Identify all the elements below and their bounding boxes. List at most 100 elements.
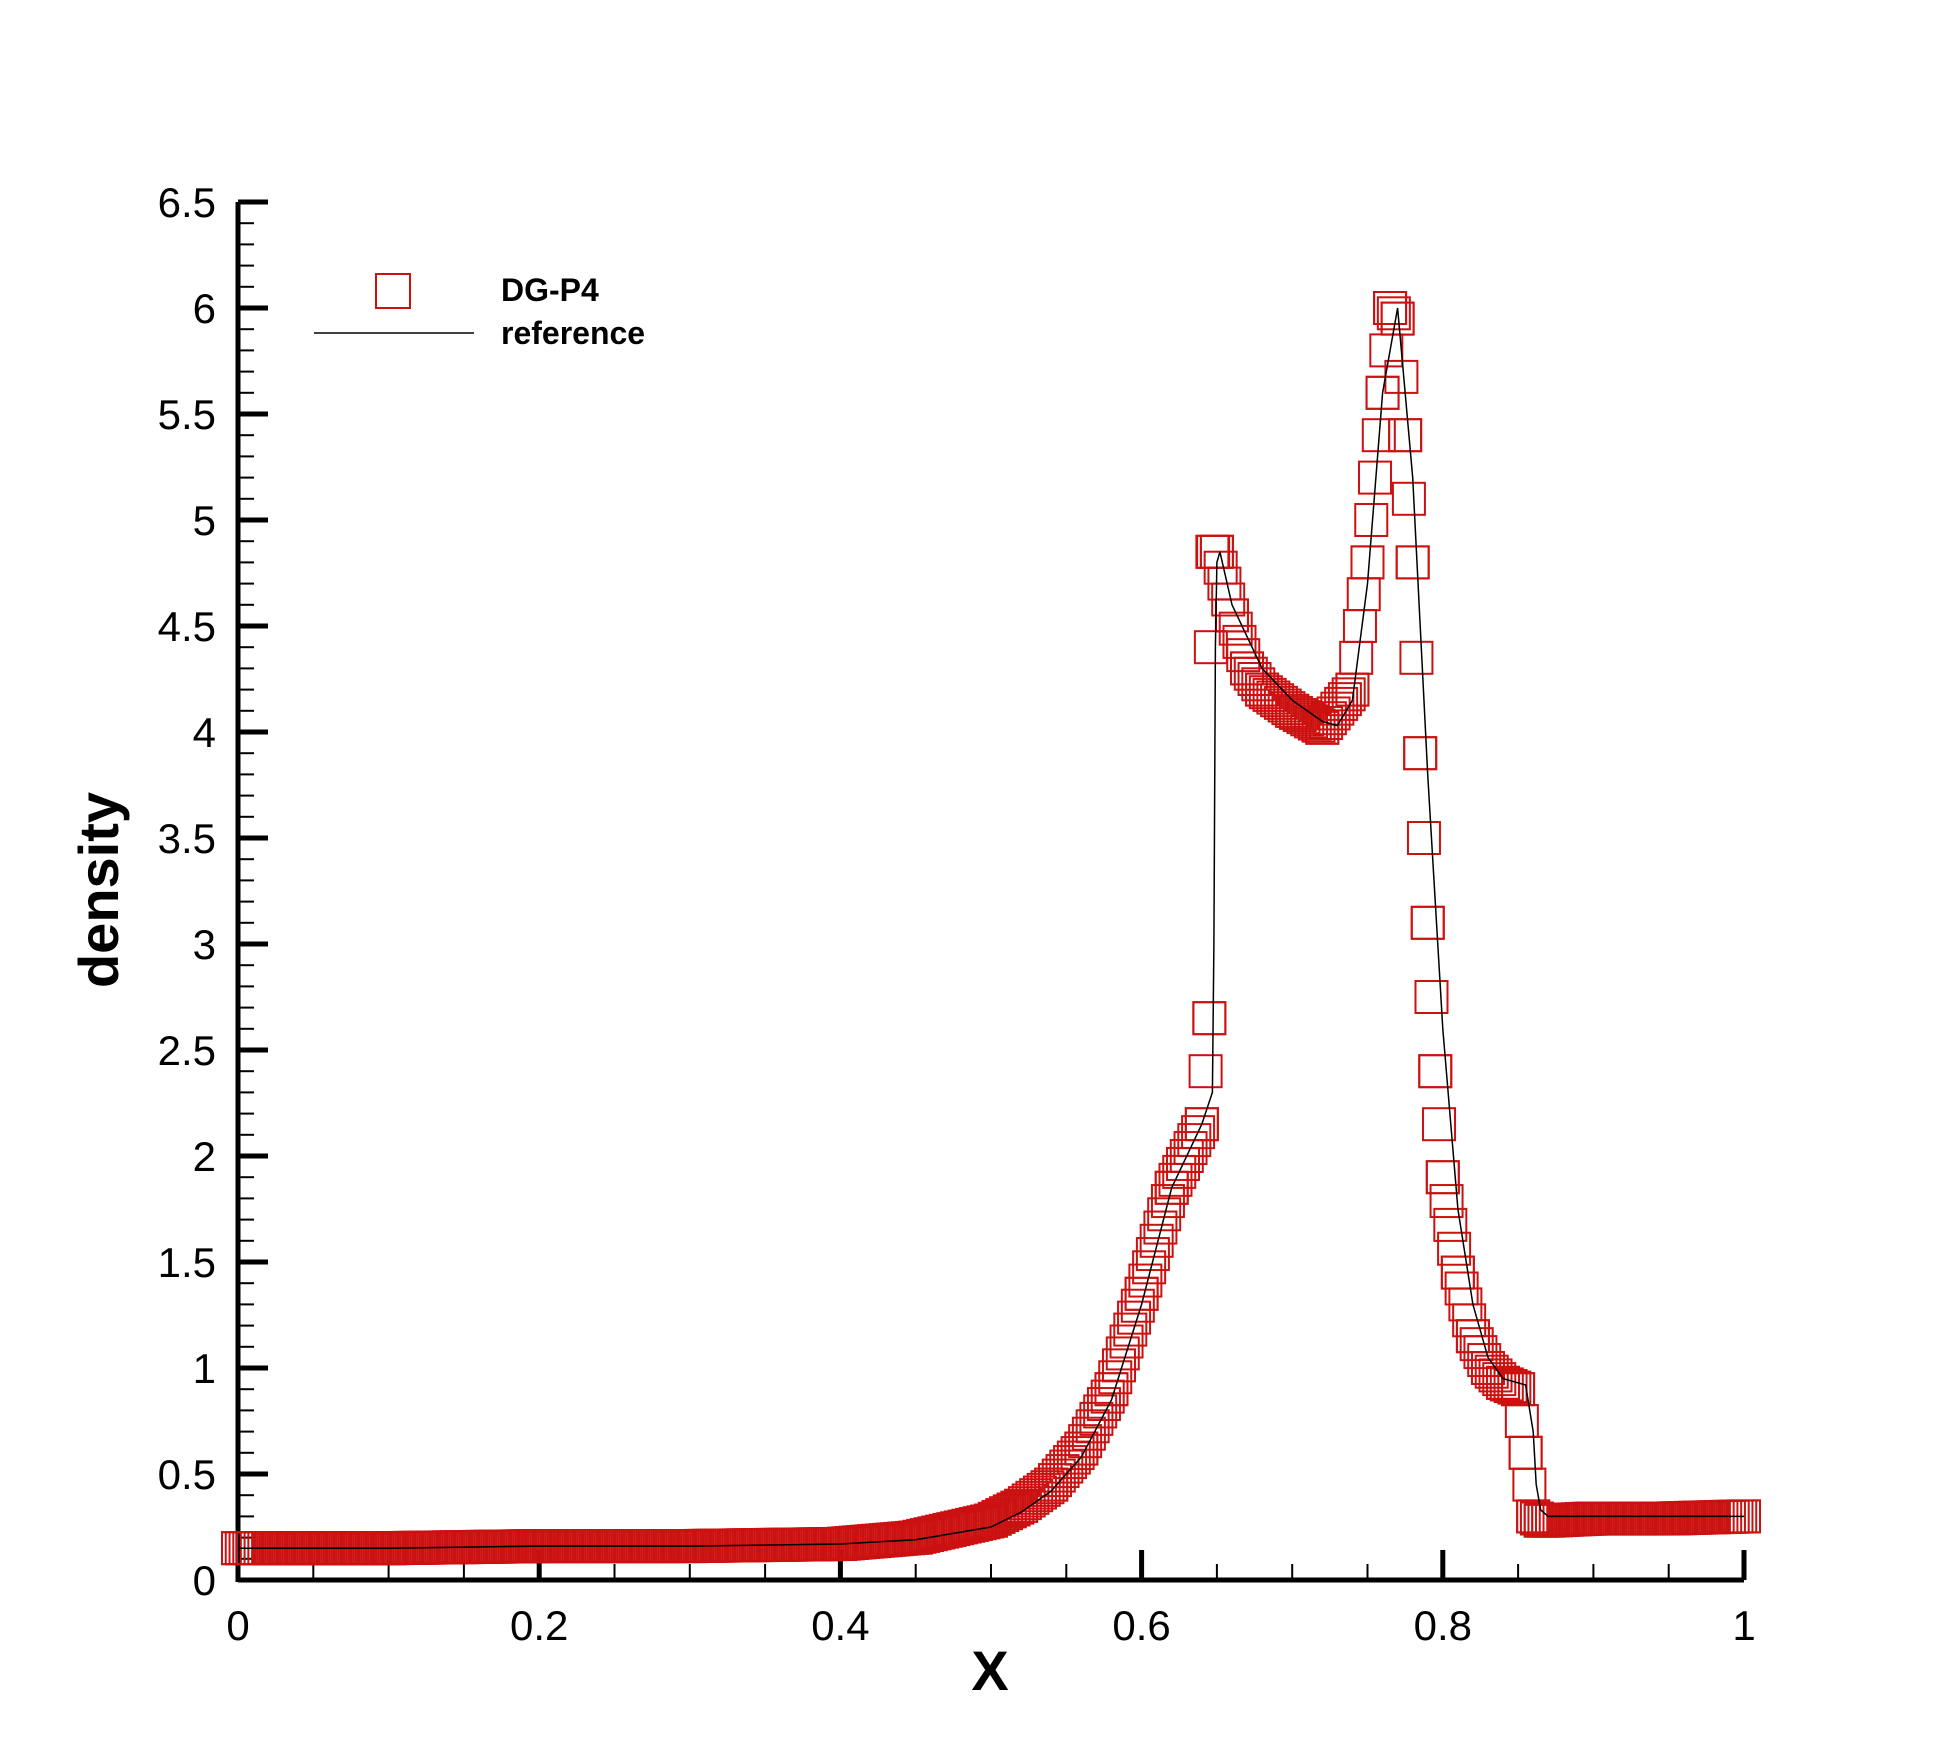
dg-p4-marker	[1034, 1467, 1069, 1502]
y-tick-label: 5	[193, 497, 216, 544]
dg-p4-marker	[1143, 1210, 1178, 1245]
dg-p4-marker	[1410, 905, 1445, 940]
dg-p4-marker	[1576, 1501, 1611, 1536]
dg-p4-markers	[221, 291, 1761, 1566]
dg-p4-marker	[1132, 1250, 1167, 1285]
y-tick-label: 4.5	[158, 603, 216, 650]
reference-line-group	[238, 307, 1744, 1549]
dg-p4-marker	[1433, 1207, 1468, 1242]
y-tick-label: 2	[193, 1133, 216, 1180]
dg-p4-marker	[1188, 1054, 1223, 1089]
dg-p4-marker	[1117, 1300, 1152, 1335]
dg-p4-marker	[1139, 1223, 1174, 1258]
dg-p4-marker	[1335, 672, 1370, 707]
y-tick-label: 0.5	[158, 1451, 216, 1498]
y-tick-label: 3.5	[158, 815, 216, 862]
dg-p4-marker	[1192, 1001, 1227, 1036]
y-axis-title: density	[67, 792, 130, 988]
dg-p4-marker	[1098, 1360, 1133, 1395]
dg-p4-marker	[1391, 481, 1426, 516]
y-tick-label: 6	[193, 285, 216, 332]
dg-p4-marker	[1193, 630, 1228, 665]
dg-p4-marker	[1531, 1503, 1566, 1538]
reference-line	[238, 307, 1744, 1549]
dg-p4-marker	[1245, 672, 1280, 707]
dg-p4-marker	[1181, 1115, 1216, 1150]
x-tick-label: 0.2	[510, 1602, 568, 1649]
dg-p4-marker	[1365, 375, 1400, 410]
dg-p4-marker	[1346, 577, 1381, 612]
x-tick-label: 0	[226, 1602, 249, 1649]
dg-p4-marker	[1094, 1372, 1129, 1407]
dg-p4-marker	[1350, 545, 1385, 580]
x-tick-label: 0.8	[1414, 1602, 1472, 1649]
dg-p4-marker	[1414, 980, 1449, 1014]
legend-label-dg-p4: DG-P4	[501, 272, 599, 308]
dg-p4-marker	[1425, 1160, 1460, 1195]
dg-p4-marker	[1113, 1312, 1148, 1347]
dg-p4-marker	[1395, 545, 1430, 580]
dg-p4-marker	[1373, 291, 1408, 325]
dg-p4-marker	[1086, 1387, 1121, 1422]
dg-p4-marker	[1124, 1276, 1159, 1311]
x-tick-label: 1	[1732, 1602, 1755, 1649]
dg-p4-marker	[1150, 1184, 1185, 1219]
legend: DG-P4 reference	[314, 272, 645, 351]
dg-p4-marker	[1105, 1336, 1140, 1371]
y-tick-label: 1.5	[158, 1239, 216, 1286]
dg-p4-marker	[1440, 1255, 1475, 1290]
y-tick-label: 2.5	[158, 1027, 216, 1074]
dg-p4-marker	[1102, 1348, 1137, 1383]
legend-label-reference: reference	[501, 315, 645, 351]
dg-p4-marker	[1154, 1170, 1189, 1205]
dg-p4-marker	[1422, 1107, 1457, 1142]
dg-p4-marker	[1147, 1197, 1182, 1232]
y-tick-label: 4	[193, 709, 216, 756]
dg-p4-marker	[1497, 1370, 1532, 1405]
dg-p4-marker	[1184, 1107, 1219, 1142]
dg-p4-marker	[1350, 545, 1385, 580]
dg-p4-marker	[1437, 1231, 1472, 1266]
dg-p4-marker	[1651, 1501, 1686, 1536]
dg-p4-marker	[1418, 1054, 1453, 1089]
dg-p4-marker	[1512, 1467, 1547, 1502]
x-tick-label: 0.6	[1112, 1602, 1170, 1649]
dg-p4-marker	[1429, 1184, 1464, 1219]
dg-p4-marker	[1380, 301, 1415, 336]
dg-p4-marker	[1403, 736, 1438, 771]
dg-p4-marker	[1508, 1435, 1543, 1470]
dg-p4-marker	[1406, 821, 1441, 855]
x-tick-label: 0.4	[811, 1602, 869, 1649]
y-tick-label: 1	[193, 1345, 216, 1392]
x-axis-title: X	[971, 1639, 1008, 1702]
x-ticks: 0 0.2 0.4 0.6 0.8 1	[226, 1550, 1756, 1649]
y-tick-label: 5.5	[158, 391, 216, 438]
dg-p4-marker	[1395, 545, 1430, 580]
dg-p4-marker	[1331, 677, 1366, 712]
dg-p4-marker	[1493, 1369, 1528, 1404]
dg-p4-marker	[1305, 710, 1340, 745]
dg-p4-marker	[1399, 640, 1434, 675]
dg-p4-marker	[1403, 736, 1438, 771]
dg-p4-marker	[1120, 1288, 1155, 1323]
dg-p4-marker	[1327, 682, 1362, 717]
dg-p4-marker	[1192, 1001, 1227, 1036]
legend-marker-dg-p4	[375, 273, 411, 309]
y-tick-label: 6.5	[158, 179, 216, 226]
y-tick-label: 0	[193, 1557, 216, 1604]
y-tick-label: 3	[193, 921, 216, 968]
dg-p4-marker	[1109, 1324, 1144, 1359]
dg-p4-marker	[974, 1503, 1008, 1538]
dg-p4-marker	[1361, 418, 1396, 453]
dg-p4-marker	[1064, 1431, 1099, 1466]
dg-p4-marker	[1004, 1488, 1039, 1523]
dg-p4-marker	[1508, 1435, 1543, 1470]
dg-p4-marker	[1128, 1263, 1163, 1298]
dg-p4-marker	[1388, 418, 1423, 453]
dg-p4-marker	[1410, 905, 1445, 940]
dg-p4-marker	[1135, 1237, 1170, 1272]
y-ticks: 0 0.5 1 1.5 2 2.5 3 3.5 4 4.5 5 5.5 6 6.5	[158, 179, 268, 1604]
dg-p4-marker	[1501, 1372, 1536, 1407]
dg-p4-marker	[1083, 1394, 1118, 1429]
